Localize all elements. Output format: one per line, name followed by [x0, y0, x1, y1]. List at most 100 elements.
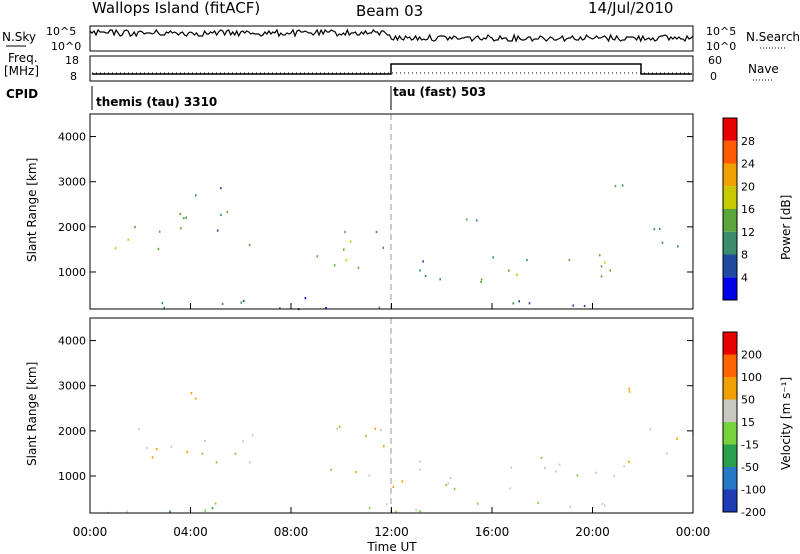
velocity-cell: [336, 427, 338, 430]
power-cell: [180, 227, 182, 230]
velocity-cell: [383, 445, 385, 448]
velocity-colorbar-tick: 15: [741, 416, 755, 429]
noise-right-tick-top: 10^5: [706, 25, 736, 38]
freq-left-tick-top: 18: [65, 54, 79, 67]
velocity-colorbar-tick: 200: [741, 349, 762, 362]
velocity-colorbar-tick: -200: [741, 506, 766, 519]
power-cell: [568, 259, 571, 262]
site-title: Wallops Island (fitACF): [92, 0, 260, 17]
power-cell: [600, 265, 603, 268]
power-cell: [480, 278, 483, 281]
power-cell: [240, 301, 243, 304]
freq-trace: [92, 63, 692, 75]
velocity-cell: [628, 387, 630, 390]
cpid-segment-2: tau (fast) 503: [393, 85, 486, 99]
velocity-cell: [211, 507, 214, 510]
beam-title: Beam 03: [356, 2, 423, 20]
velocity-cell: [537, 501, 539, 504]
velocity-cell: [604, 504, 606, 507]
velocity-cell: [419, 468, 422, 471]
power-cell: [609, 269, 611, 272]
y-tick-label: 4000: [58, 335, 86, 348]
power-cell: [480, 280, 482, 284]
power-cell: [598, 254, 601, 257]
power-ylabel: Slant Range [km]: [25, 158, 39, 262]
velocity-cell: [449, 477, 452, 480]
power-colorbar-tick: 24: [741, 158, 755, 171]
velocity-cell: [155, 448, 158, 451]
velocity-cell: [368, 507, 371, 510]
freq-right-tick-top: 60: [708, 54, 722, 67]
velocity-cell: [201, 452, 204, 455]
power-cell: [653, 228, 656, 231]
power-colorbar-swatch: [723, 140, 737, 164]
velocity-cell: [540, 456, 543, 459]
noise-left-label: N.Sky: [2, 30, 36, 44]
velocity-cell: [623, 465, 625, 468]
velocity-cell: [628, 460, 630, 463]
velocity-cell: [447, 482, 450, 485]
power-colorbar-swatch: [723, 254, 737, 278]
nave-label: Nave: [748, 62, 779, 76]
power-cell: [475, 219, 478, 222]
velocity-colorbar-swatch: [723, 489, 737, 512]
velocity-cell: [419, 510, 421, 513]
velocity-cell: [419, 460, 421, 463]
power-cell: [216, 229, 219, 232]
power-cell: [512, 302, 515, 305]
velocity-cell: [355, 471, 358, 474]
y-tick-label: 1000: [58, 470, 86, 483]
velocity-cell: [146, 446, 149, 449]
velocity-colorbar-tick: 50: [741, 394, 755, 407]
power-cell: [220, 213, 222, 217]
velocity-cell: [401, 480, 404, 483]
velocity-cell: [385, 503, 388, 506]
velocity-cell: [338, 425, 341, 428]
power-cell: [333, 264, 336, 267]
velocity-cell: [415, 509, 417, 512]
power-colorbar: 28 24 20 16 12 8 4: [722, 117, 755, 301]
power-cell: [600, 275, 603, 278]
power-cell: [508, 269, 510, 272]
power-colorbar-tick: 8: [741, 249, 748, 262]
power-cell: [357, 266, 360, 269]
power-cell: [516, 273, 518, 276]
velocity-colorbar: 200 100 50 15 -15 -50 -100 -200: [722, 331, 766, 519]
velocity-colorbar-tick: -100: [741, 484, 766, 497]
power-cell: [220, 187, 222, 190]
velocity-colorbar-swatch: [723, 377, 737, 400]
x-tick-label: 20:00: [575, 525, 610, 539]
power-cell: [179, 212, 182, 215]
noise-panel-frame: [89, 25, 694, 52]
velocity-colorbar-swatch: [723, 422, 737, 445]
velocity-colorbar-swatch: [723, 399, 737, 422]
power-colorbar-tick: 28: [741, 135, 755, 148]
velocity-cell: [601, 502, 604, 505]
velocity-cell: [249, 461, 251, 464]
power-colorbar-tick: 20: [741, 180, 755, 193]
power-cell: [604, 261, 606, 264]
power-yticks: 4000 3000 2000 1000: [58, 131, 693, 279]
velocity-cell: [509, 487, 512, 490]
power-cell: [614, 185, 617, 188]
velocity-ylabel: Slant Range [km]: [25, 362, 39, 466]
velocity-colorbar-swatch: [723, 354, 737, 377]
power-cell: [375, 230, 378, 234]
x-tick-label: 08:00: [274, 525, 309, 539]
velocity-cell: [374, 427, 377, 430]
power-colorbar-frame: [722, 117, 738, 301]
power-cell: [345, 259, 348, 262]
x-axis-label: Time UT: [366, 540, 417, 554]
power-cell: [242, 299, 245, 302]
power-cell: [161, 302, 164, 305]
power-colorbar-swatch: [723, 231, 737, 255]
cpid-label: CPID: [6, 87, 38, 101]
x-tick-label: 04:00: [173, 525, 208, 539]
velocity-cell: [453, 487, 456, 490]
power-cell: [492, 256, 494, 259]
power-colorbar-tick: 12: [741, 226, 755, 239]
power-cell: [378, 306, 381, 309]
freq-label-line1: Freq.: [8, 51, 38, 65]
power-cell: [439, 278, 441, 281]
noise-right-label: N.Search: [746, 30, 800, 44]
